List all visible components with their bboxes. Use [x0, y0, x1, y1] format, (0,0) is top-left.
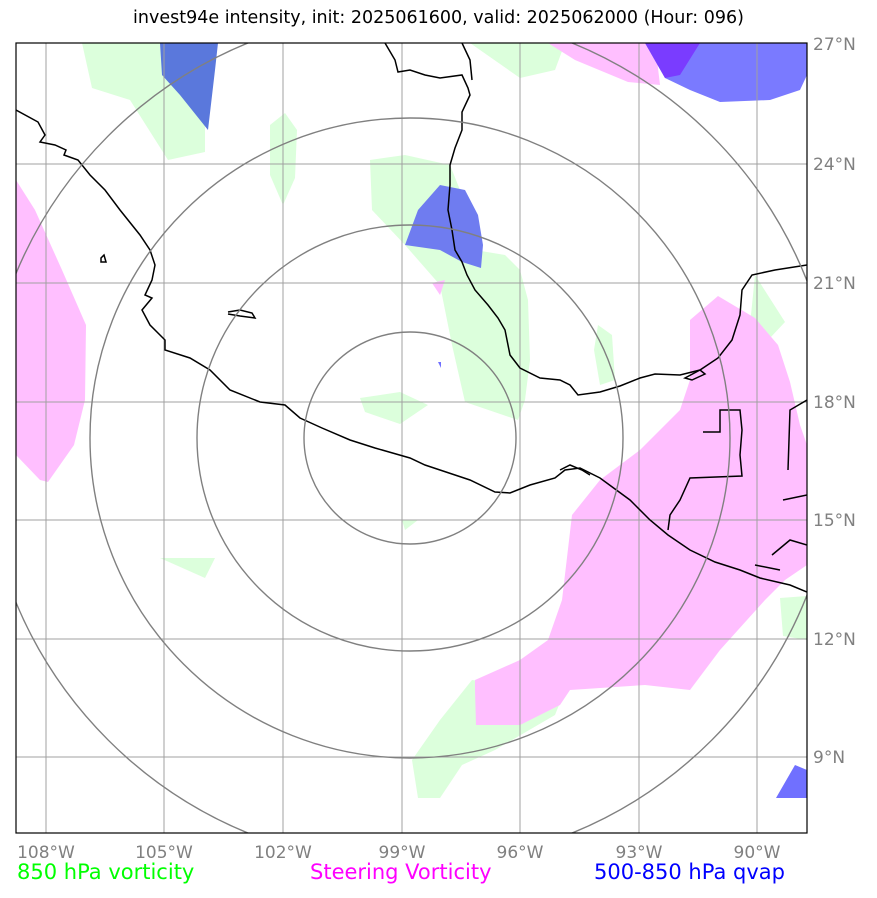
- lat-label: 18°N: [813, 393, 856, 413]
- latitude-labels: 27°N 24°N 21°N 18°N 15°N 12°N 9°N: [813, 35, 856, 768]
- lon-label: 90°W: [734, 843, 781, 863]
- map-frame: [15, 42, 808, 834]
- distance-rings: [16, 43, 807, 833]
- lat-label: 21°N: [813, 274, 856, 294]
- lon-label: 102°W: [254, 843, 312, 863]
- qvap-shading: [160, 43, 807, 798]
- lat-label: 24°N: [813, 155, 856, 175]
- longitude-labels: 108°W 105°W 102°W 99°W 96°W 93°W 90°W: [17, 843, 781, 863]
- legend-steering-vorticity: Steering Vorticity: [310, 860, 492, 884]
- lat-label: 27°N: [813, 35, 856, 55]
- steering-vorticity-shading: [16, 43, 807, 725]
- lat-label: 15°N: [813, 511, 856, 531]
- grid-lines: [16, 43, 807, 833]
- legend-850-vorticity: 850 hPa vorticity: [17, 860, 195, 884]
- legend-qvap: 500-850 hPa qvap: [594, 860, 785, 884]
- coastlines: [16, 43, 807, 593]
- lat-label: 9°N: [813, 748, 845, 768]
- lon-label: 93°W: [616, 843, 663, 863]
- lon-label: 105°W: [135, 843, 193, 863]
- lon-label: 99°W: [379, 843, 426, 863]
- vorticity-850-shading: [82, 43, 807, 798]
- lon-label: 96°W: [497, 843, 544, 863]
- lon-label: 108°W: [17, 843, 75, 863]
- lat-label: 12°N: [813, 630, 856, 650]
- plot-title: invest94e intensity, init: 2025061600, v…: [133, 8, 744, 28]
